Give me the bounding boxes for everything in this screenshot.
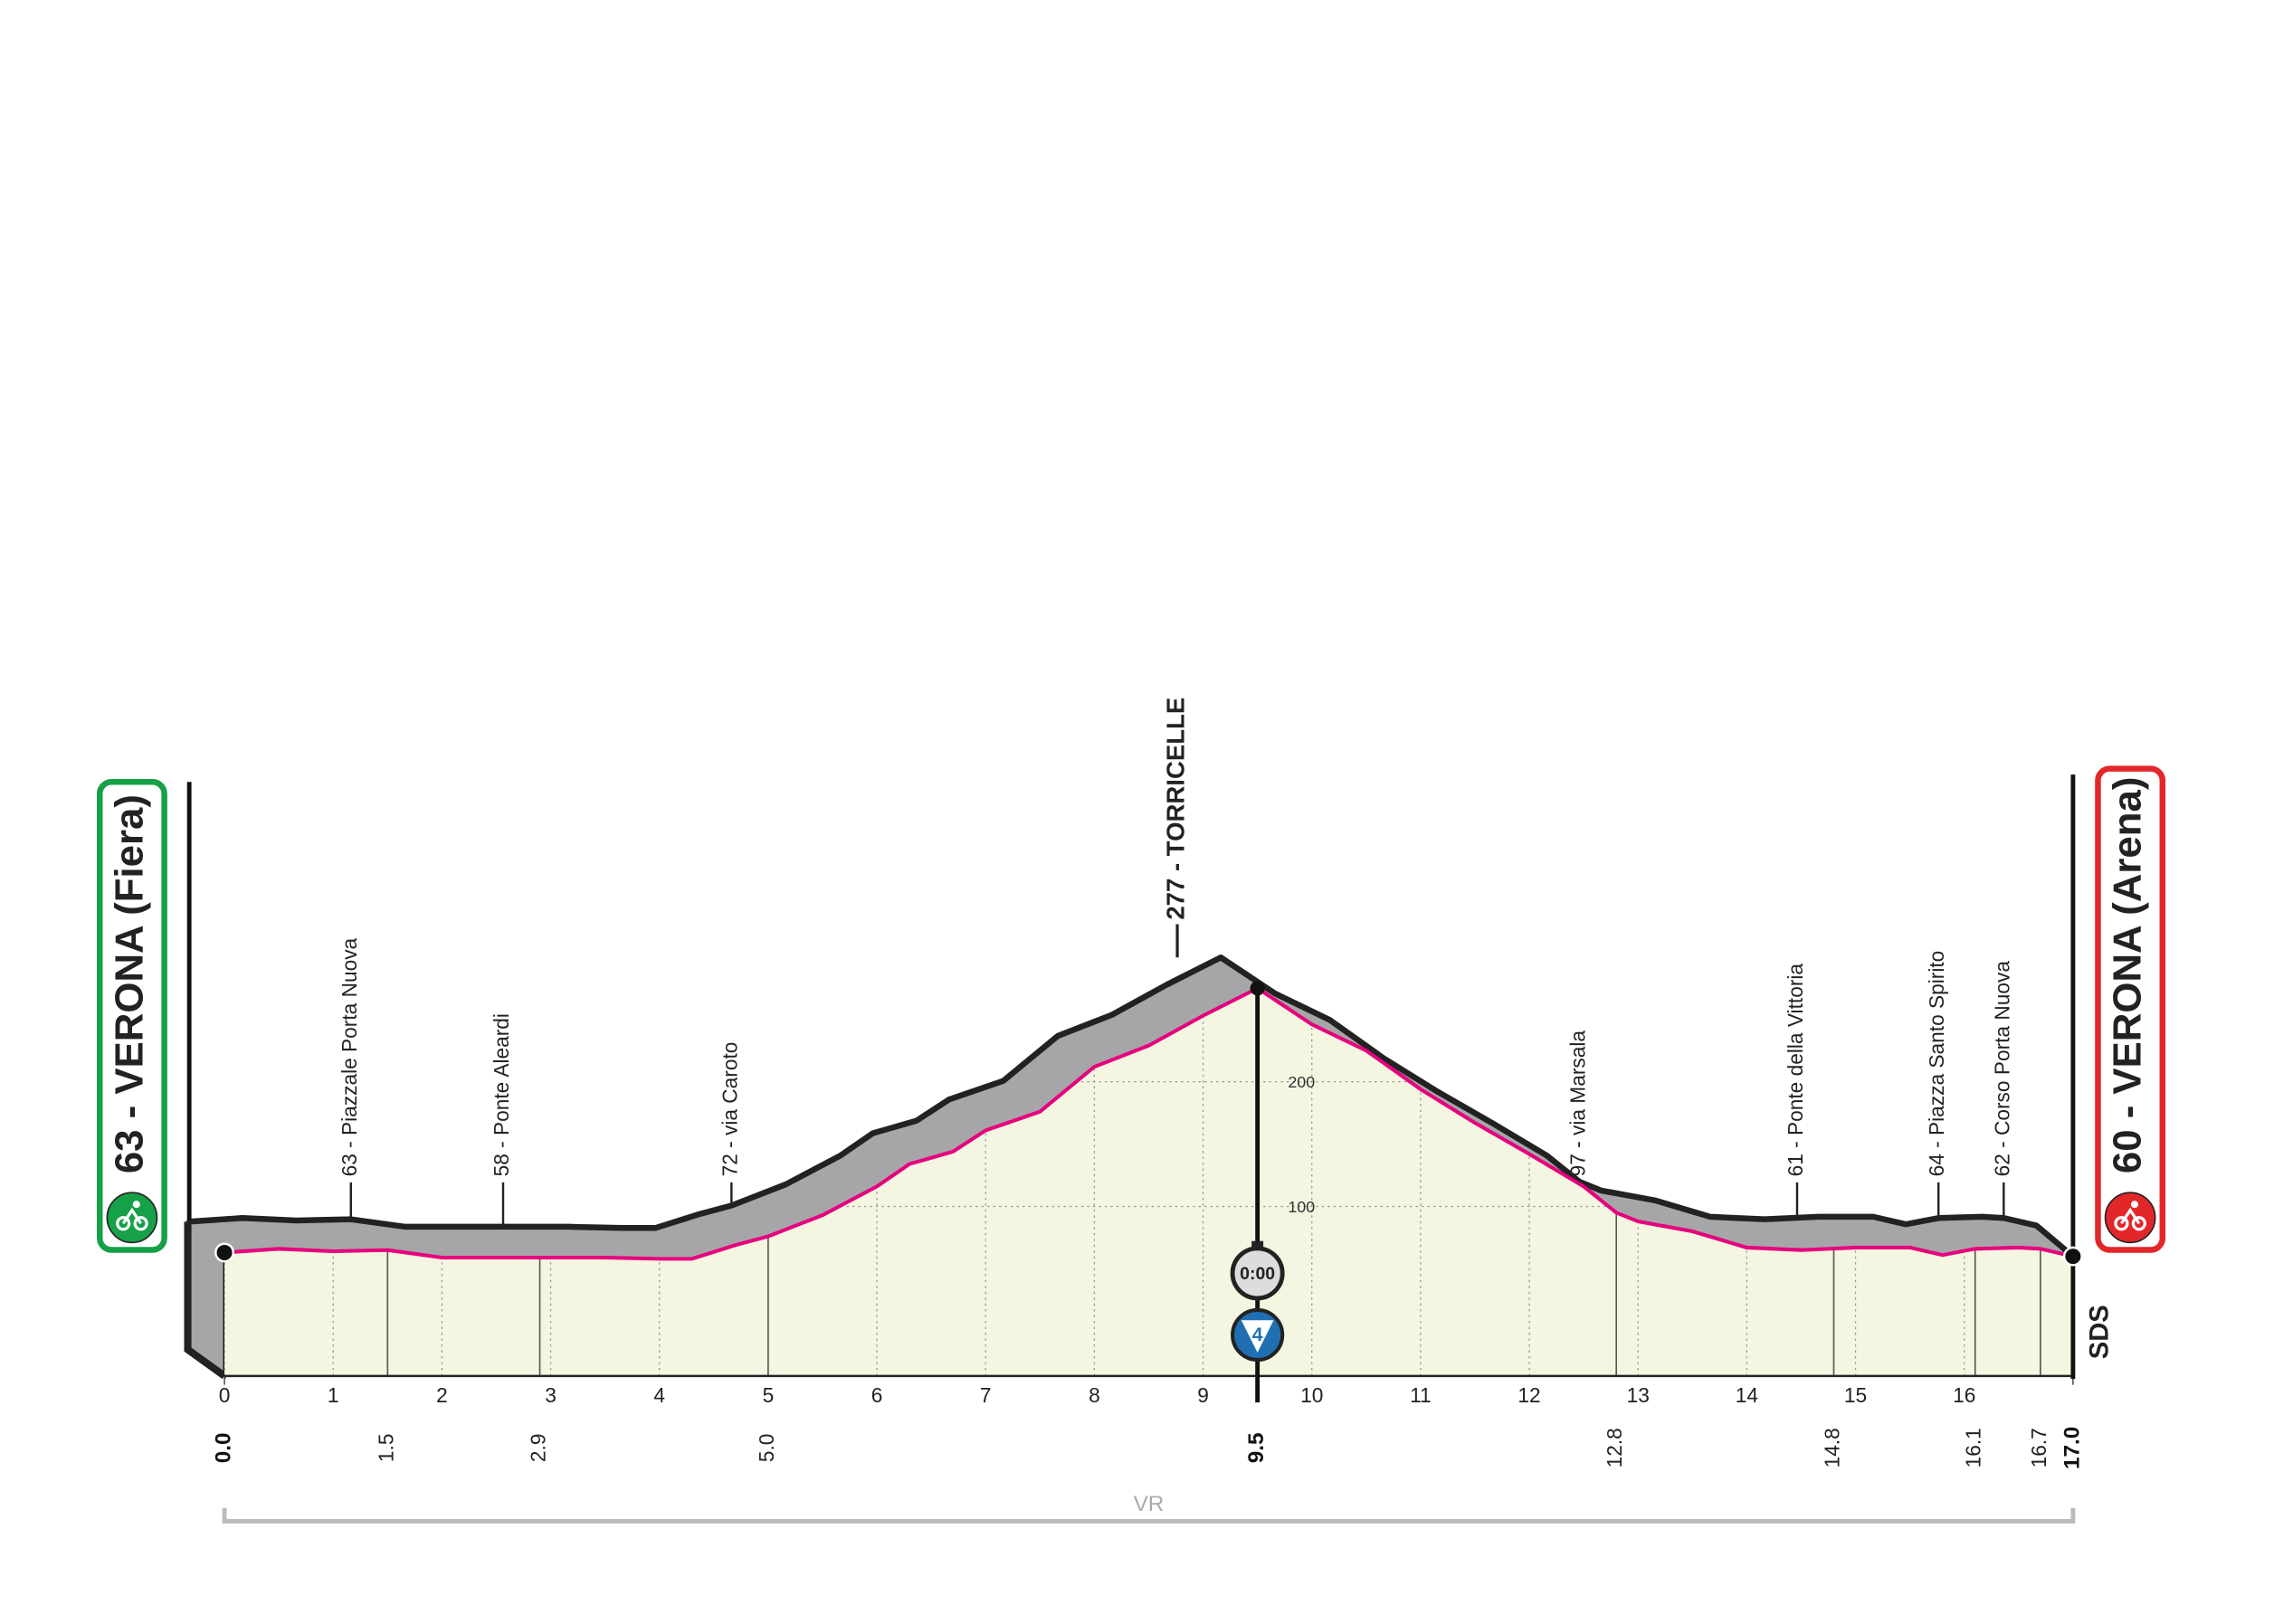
finish-icon-rider: [2120, 1207, 2141, 1225]
finish-icon-wheel: [2131, 1216, 2146, 1231]
region-bracket: [222, 1507, 2076, 1524]
waypoint-label: 61 - Ponte della Vittoria: [1784, 964, 1807, 1177]
x-tick-label: 2: [436, 1383, 448, 1407]
km-marker-label: 14.8: [1821, 1428, 1844, 1467]
x-tick-label: 1: [328, 1383, 339, 1407]
elevation-line: [224, 985, 2074, 1261]
start-icon: [106, 1192, 158, 1244]
waypoint-label: 58 - Ponte Aleardi: [490, 1013, 513, 1176]
profile-area: [224, 988, 2073, 1376]
x-tick-label: 3: [545, 1383, 557, 1407]
waypoint-label: 97 - via Marsala: [1566, 1030, 1590, 1177]
waypoint-label: 63 - Piazzale Porta Nuova: [338, 937, 361, 1176]
start-icon-wheel: [133, 1216, 148, 1231]
region-label: VR: [1134, 1492, 1165, 1516]
finish-dot: [2062, 1246, 2083, 1267]
km-marker-label: 16.1: [1962, 1428, 1985, 1467]
start-icon-wheel: [116, 1216, 131, 1231]
km-marker-label: 1.5: [374, 1434, 397, 1463]
waypoint-label: 62 - Corso Porta Nuova: [1990, 961, 2013, 1177]
start-box: [97, 779, 167, 1253]
stopwatch: [1230, 1246, 1285, 1301]
x-tick-label: 5: [763, 1383, 775, 1407]
profile-edge: [187, 954, 2075, 1259]
waypoint-label: 64 - Piazza Santo Spirito: [1925, 951, 1948, 1177]
km-marker-label: 5.0: [755, 1434, 778, 1463]
x-tick-label: 8: [1089, 1383, 1100, 1407]
finish-icon-wheel: [2114, 1216, 2129, 1231]
finish-label: 60 - VERONA (Arena): [2106, 777, 2150, 1174]
start-dot: [214, 1242, 235, 1263]
x-tick-label: 13: [1627, 1383, 1650, 1407]
x-tick-label: 11: [1410, 1383, 1432, 1407]
waypoint-label: 72 - via Caroto: [718, 1042, 741, 1177]
x-tick-label: 16: [1953, 1383, 1975, 1407]
start-icon-head: [132, 1201, 140, 1209]
finish-icon: [2104, 1192, 2156, 1244]
timing-label: 0:00: [1240, 1264, 1275, 1284]
profile-side: [184, 1221, 227, 1380]
start-label: 63 - VERONA (Fiera): [107, 794, 151, 1173]
km-marker-label: 16.7: [2027, 1428, 2050, 1467]
x-tick-label: 10: [1300, 1383, 1323, 1407]
x-tick-label: 7: [980, 1383, 992, 1407]
finish-icon-head: [2130, 1201, 2139, 1209]
x-tick-label: 4: [653, 1383, 665, 1407]
finish-box: [2095, 765, 2166, 1253]
timing-dot: [1250, 981, 1265, 996]
y-tick-label: 100: [1288, 1198, 1315, 1216]
x-tick-label: 14: [1736, 1383, 1758, 1407]
km-marker-label: 9.5: [1244, 1432, 1269, 1463]
start-icon-rider: [121, 1207, 142, 1225]
x-tick-label: 12: [1518, 1383, 1540, 1407]
km-marker-label: 17.0: [2060, 1427, 2084, 1469]
x-tick-label: 9: [1197, 1383, 1209, 1407]
stopwatch-crown: [1251, 1240, 1264, 1250]
logo: SDS: [2085, 1305, 2114, 1359]
km-marker-label: 2.9: [527, 1434, 550, 1463]
x-tick-label: 15: [1844, 1383, 1867, 1407]
y-tick-label: 200: [1288, 1073, 1315, 1091]
summit-label: 277 - TORRICELLE: [1161, 698, 1189, 920]
x-tick-label: 6: [871, 1383, 883, 1407]
climb-triangle: [1241, 1320, 1274, 1353]
km-marker-label: 0.0: [211, 1432, 235, 1463]
x-tick-label: 0: [219, 1383, 231, 1407]
km-marker-label: 12.8: [1603, 1428, 1626, 1467]
climb-category: 4: [1252, 1325, 1263, 1345]
